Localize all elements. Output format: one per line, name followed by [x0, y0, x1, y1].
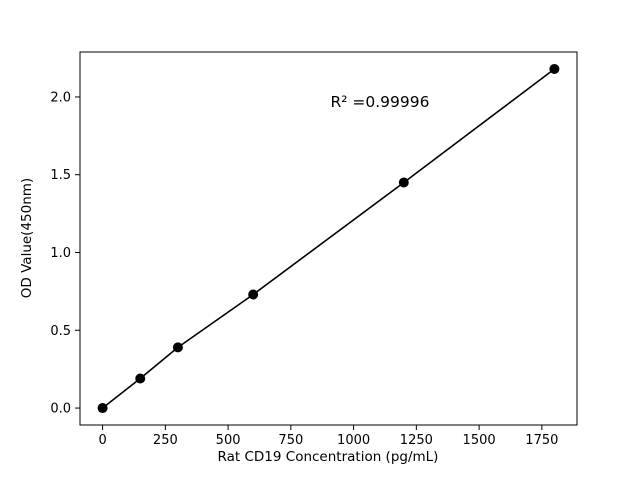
y-tick-label: 1.5 [50, 168, 71, 183]
data-point [248, 289, 259, 300]
x-tick-label: 1500 [463, 433, 496, 448]
x-axis-label: Rat CD19 Concentration (pg/mL) [218, 449, 439, 465]
y-axis-label: OD Value(450nm) [19, 178, 35, 298]
y-tick-label: 0.5 [50, 324, 71, 339]
x-tick-label: 1000 [337, 433, 370, 448]
x-tick-label: 0 [98, 433, 106, 448]
data-point [135, 373, 146, 384]
x-tick-label: 750 [278, 433, 303, 448]
data-point [549, 63, 560, 74]
y-tick-label: 0.0 [50, 402, 71, 417]
trend-line [102, 68, 555, 409]
data-point [172, 342, 183, 353]
data-point [97, 403, 108, 414]
y-axis-ticks: 0.0 0.5 1.0 1.5 2.0 [50, 90, 80, 417]
y-tick-label: 1.0 [50, 246, 71, 261]
r-squared-annotation: R² =0.99996 [331, 93, 430, 111]
y-tick-label: 2.0 [50, 90, 71, 105]
data-point [398, 177, 409, 188]
x-tick-label: 1750 [525, 433, 558, 448]
x-axis-ticks: 0 250 500 750 1000 1250 1500 1750 [98, 425, 558, 448]
x-tick-label: 500 [216, 433, 241, 448]
x-tick-label: 1250 [400, 433, 433, 448]
data-points [97, 63, 560, 414]
series-polyline [102, 68, 555, 409]
x-tick-label: 250 [153, 433, 178, 448]
